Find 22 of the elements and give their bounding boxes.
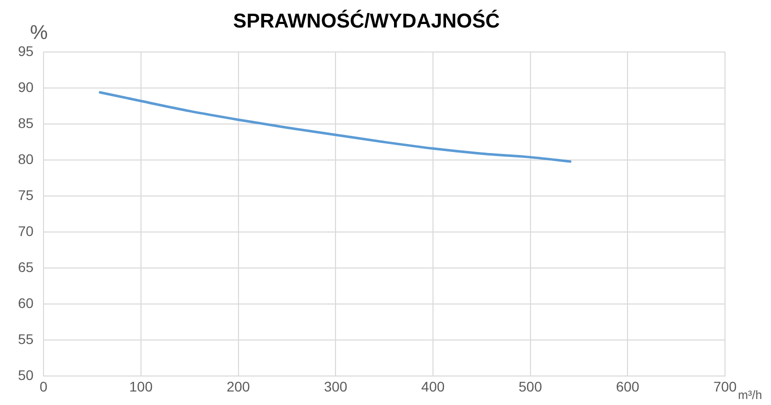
y-tick-label: 75	[18, 186, 34, 203]
y-tick-label: 80	[18, 150, 34, 167]
x-tick-label: 500	[518, 378, 542, 394]
y-tick-label: 70	[18, 222, 34, 239]
line-series	[98, 91, 572, 163]
x-tick-label: 100	[129, 378, 153, 394]
y-axis-title: %	[30, 22, 48, 45]
y-tick-label: 50	[18, 367, 34, 384]
x-tick-label: 0	[40, 378, 48, 394]
y-tick-label: 95	[18, 42, 34, 59]
y-tick-label: 90	[18, 78, 34, 95]
y-tick-label: 85	[18, 114, 34, 131]
x-axis-title: m³/h	[738, 388, 762, 402]
y-tick-label: 60	[18, 295, 34, 312]
x-tick-label: 200	[226, 378, 250, 394]
x-tick-label: 700	[713, 378, 737, 394]
x-tick-label: 400	[421, 378, 445, 394]
x-tick-label: 300	[324, 378, 348, 394]
chart-title: SPRAWNOŚĆ/WYDAJNOŚĆ	[233, 10, 500, 33]
y-tick-label: 65	[18, 258, 34, 275]
y-tick-label: 55	[18, 331, 34, 348]
x-tick-label: 600	[616, 378, 640, 394]
